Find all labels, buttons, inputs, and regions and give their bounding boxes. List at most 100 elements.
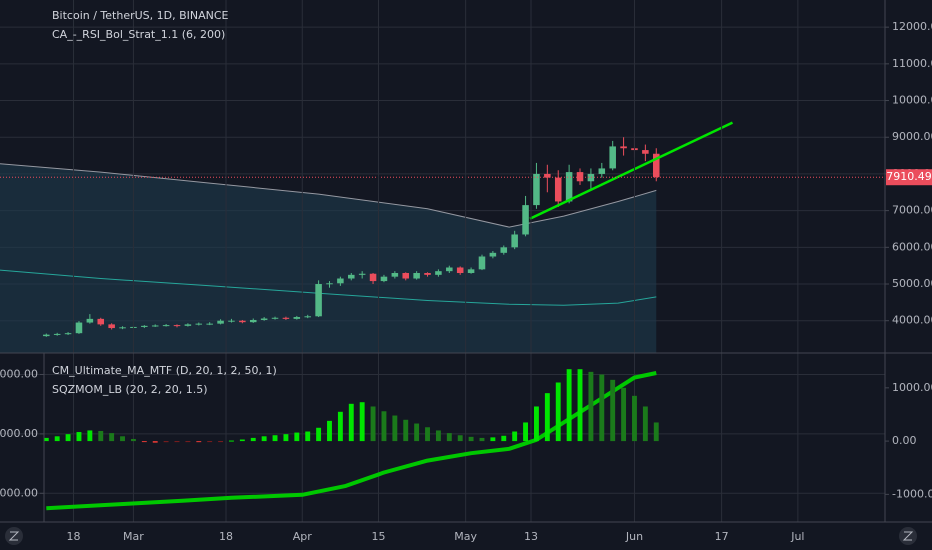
x-tick-label: 18 xyxy=(219,530,233,543)
momentum-bar xyxy=(555,382,561,442)
candle-body xyxy=(413,273,420,279)
candle-body xyxy=(554,177,562,202)
momentum-bar xyxy=(588,371,594,442)
candle-body xyxy=(533,173,540,206)
y-tick-label: 4000.00 xyxy=(0,486,38,499)
band-line xyxy=(0,269,657,306)
candle-body xyxy=(64,333,72,335)
candle-body xyxy=(500,247,508,253)
candle-body xyxy=(576,172,584,182)
momentum-bar xyxy=(490,437,496,442)
momentum-bar xyxy=(152,441,158,443)
chart-title: Bitcoin / TetherUS, 1D, BINANCE xyxy=(52,9,229,22)
candle-body xyxy=(478,256,486,270)
x-tick-label: Jul xyxy=(790,530,804,543)
candle-body xyxy=(206,323,213,325)
candle-body xyxy=(369,273,377,282)
candle-body xyxy=(75,322,83,334)
momentum-bar xyxy=(435,430,441,442)
momentum-bar xyxy=(239,439,245,442)
candle-body xyxy=(53,333,61,335)
y-tick-label: 6000.00 xyxy=(892,240,932,253)
momentum-bar xyxy=(261,436,267,442)
y-tick-label: 10000.00 xyxy=(892,94,932,107)
momentum-bar xyxy=(109,433,115,442)
y-tick-label: 1000.00 xyxy=(892,381,932,394)
candle-body xyxy=(108,324,115,329)
candle-body xyxy=(642,150,649,154)
y-tick-label: 11000.00 xyxy=(892,57,932,70)
plot-layer xyxy=(0,0,889,522)
x-tick-label: 13 xyxy=(524,530,538,543)
last-price-label: 7910.49 xyxy=(886,170,932,183)
y-tick-label: 4000.00 xyxy=(892,314,932,327)
momentum-bar xyxy=(632,395,637,442)
momentum-bar xyxy=(479,437,485,442)
momentum-bar xyxy=(621,387,627,442)
candle-body xyxy=(228,320,235,322)
x-tick-label: Jun xyxy=(625,530,643,543)
momentum-bar xyxy=(370,406,376,442)
x-tick-label: 18 xyxy=(67,530,81,543)
x-tick-label: 15 xyxy=(372,530,386,543)
indicator-label: CA_-_RSI_Bol_Strat_1.1 (6, 200) xyxy=(52,28,225,41)
momentum-bar xyxy=(348,403,354,442)
momentum-bar xyxy=(272,435,278,442)
momentum-bar xyxy=(76,432,82,442)
candle-body xyxy=(141,325,148,327)
candle-body xyxy=(609,146,616,169)
momentum-bar xyxy=(229,440,234,442)
y-tick-label: 9000.00 xyxy=(892,130,932,143)
x-tick-label: Mar xyxy=(123,530,144,543)
momentum-bar xyxy=(523,422,529,442)
momentum-bar xyxy=(327,420,332,442)
x-tick-label: May xyxy=(454,530,477,543)
momentum-bar xyxy=(196,441,202,443)
candle-body xyxy=(315,284,322,317)
indicator-label: CM_Ultimate_MA_MTF (D, 20, 1, 2, 50, 1) xyxy=(52,364,277,377)
momentum-bar xyxy=(599,374,605,442)
candle-body xyxy=(337,278,344,284)
candle-body xyxy=(424,273,431,275)
candle-body xyxy=(162,325,170,327)
y-tick-label: -1000.00 xyxy=(892,487,932,500)
momentum-bar xyxy=(414,423,420,442)
momentum-bar xyxy=(512,431,518,442)
momentum-bar xyxy=(294,432,300,442)
candle-body xyxy=(217,320,224,324)
candle-body xyxy=(489,252,497,257)
candle-body xyxy=(282,317,290,319)
momentum-bar xyxy=(130,438,136,442)
y-tick-label: 12000.00 xyxy=(892,20,932,33)
momentum-bar xyxy=(642,406,648,442)
candle-body xyxy=(511,234,518,248)
scale-button[interactable] xyxy=(899,527,917,545)
momentum-bar xyxy=(653,422,659,442)
momentum-bar xyxy=(337,411,343,442)
candle-body xyxy=(97,318,105,325)
momentum-bar xyxy=(501,435,507,442)
momentum-bar xyxy=(359,402,365,442)
zoom-button[interactable] xyxy=(5,527,23,545)
candle-body xyxy=(271,317,279,319)
momentum-bar xyxy=(120,436,125,442)
momentum-bar xyxy=(54,436,60,442)
x-tick-label: Apr xyxy=(293,530,313,543)
candle-body xyxy=(173,325,181,327)
momentum-bar xyxy=(381,411,387,442)
trendline xyxy=(529,121,734,220)
candle-body xyxy=(86,318,94,323)
momentum-bar xyxy=(457,435,463,442)
y-tick-label: 5000.00 xyxy=(892,277,932,290)
band-line xyxy=(0,163,657,228)
momentum-bar xyxy=(141,441,147,443)
candle-body xyxy=(522,205,529,235)
candle-body xyxy=(293,317,301,319)
last-price-box xyxy=(886,169,932,186)
candle-body xyxy=(446,267,453,272)
candle-body xyxy=(380,276,388,282)
momentum-bar xyxy=(566,369,572,442)
y-tick-label: 6000.00 xyxy=(0,427,38,440)
